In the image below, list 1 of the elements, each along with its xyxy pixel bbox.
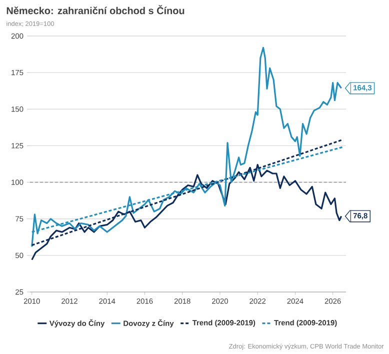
chart-title: Německo: zahraniční obchod s Čínou [6,5,184,14]
